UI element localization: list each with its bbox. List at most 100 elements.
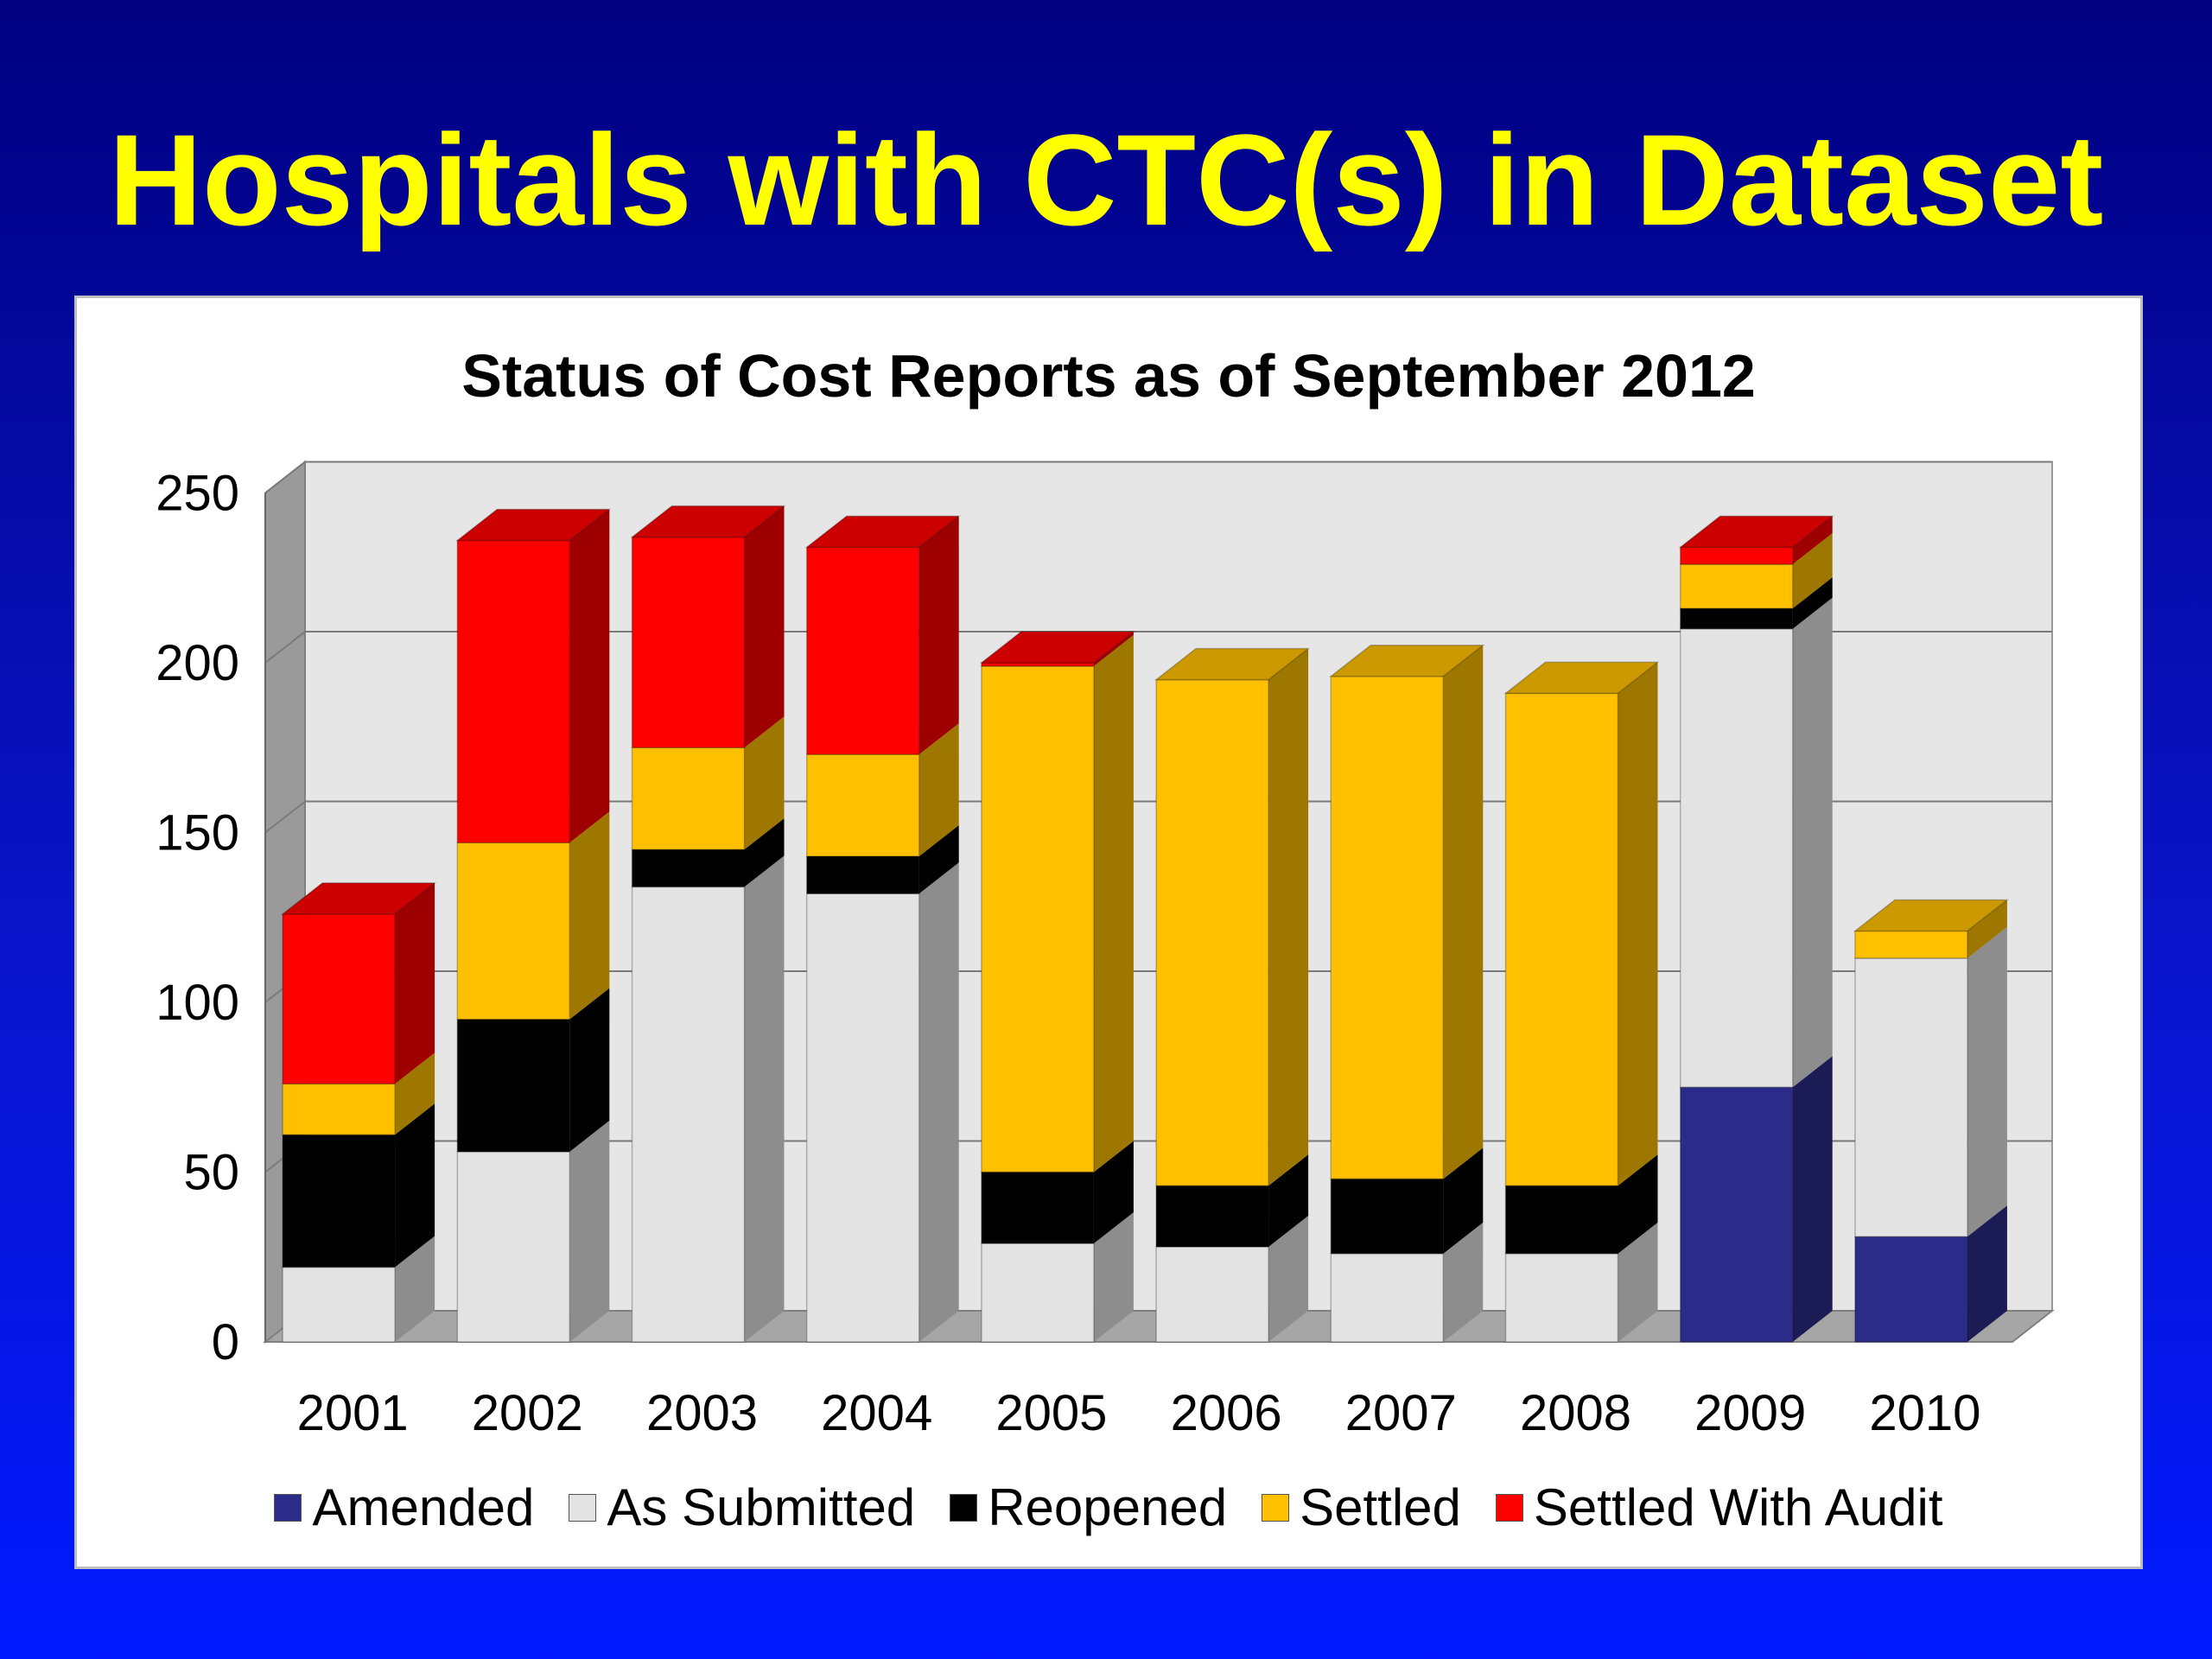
bar-side	[1093, 1212, 1134, 1342]
bar-segment	[805, 855, 920, 894]
gridline-side	[264, 800, 306, 834]
bar-side	[569, 811, 610, 1020]
legend-label: Settled With Audit	[1533, 1478, 1943, 1536]
x-tick-label: 2009	[1694, 1385, 1806, 1441]
legend-swatch	[1262, 1493, 1290, 1522]
bar-side	[1093, 632, 1134, 666]
bar-side	[1618, 1222, 1658, 1342]
bar-segment	[981, 1243, 1095, 1343]
bar-segment	[805, 546, 920, 755]
slide-title: Hospitals with CTC(s) in Dataset	[108, 107, 2104, 252]
bar-segment	[1679, 563, 1794, 609]
bar-side	[1443, 1222, 1484, 1342]
x-tick-label: 2007	[1345, 1385, 1457, 1441]
bar-side	[569, 509, 610, 843]
bar-segment	[1155, 1246, 1269, 1343]
bar-group-2008	[1503, 661, 1660, 1343]
bar-side	[744, 818, 785, 887]
bar-segment	[631, 886, 746, 1343]
chart-title: Status of Cost Reports as of September 2…	[461, 342, 1756, 410]
bar-segment	[1504, 1253, 1619, 1343]
bar-top	[1154, 647, 1311, 681]
bar-side	[918, 516, 959, 755]
bar-segment	[456, 842, 571, 1020]
legend-swatch	[950, 1493, 978, 1522]
bar-side	[1967, 1205, 2007, 1342]
bar-segment	[1854, 957, 1968, 1237]
bar-side	[1618, 662, 1658, 1186]
bar-side	[918, 825, 959, 894]
bar-side	[1268, 1215, 1309, 1342]
bar-segment	[631, 536, 746, 748]
bar-side	[1967, 899, 2007, 958]
bar-segment	[981, 665, 1095, 1173]
x-tick-label: 2003	[646, 1385, 758, 1441]
bar-group-2004	[804, 515, 961, 1343]
bar-top	[1329, 644, 1485, 677]
legend-label: Amended	[312, 1478, 535, 1536]
stacked-bar-chart: 0 50 100 150 200 250 2001 2002 2003 2004 2005 2006 2…	[156, 460, 2055, 1441]
bar-segment	[1854, 930, 1968, 959]
y-tick-label: 100	[156, 975, 239, 1031]
bar-side	[569, 988, 610, 1152]
bar-segment	[805, 753, 920, 857]
bar-group-2010	[1853, 899, 2010, 1343]
y-tick-label: 0	[212, 1314, 239, 1370]
legend-label: Reopened	[988, 1478, 1228, 1536]
legend-swatch	[569, 1493, 597, 1522]
bar-top	[1853, 899, 2010, 932]
bar-side	[1792, 1056, 1833, 1342]
bar-segment	[456, 1151, 571, 1343]
bar-segment	[1155, 678, 1269, 1186]
bar-segment	[282, 1083, 396, 1136]
bar-side	[1093, 634, 1134, 1173]
x-tick-label: 2008	[1520, 1385, 1631, 1441]
chart-legend: Amended As Submitted Reopened Settled Settle…	[77, 1478, 2140, 1537]
bar-group-2003	[630, 505, 786, 1343]
bar-side	[1792, 516, 1833, 565]
bar-segment	[1155, 1185, 1269, 1248]
bar-segment	[1330, 675, 1445, 1180]
bar-segment	[1679, 627, 1794, 1088]
x-tick-label: 2010	[1869, 1385, 1980, 1441]
bar-side	[1268, 1154, 1309, 1247]
bar-side	[1792, 597, 1833, 1088]
bar-side	[1792, 533, 1833, 609]
bar-side	[1268, 648, 1309, 1186]
bar-segment	[1504, 692, 1619, 1186]
bar-segment	[1679, 1086, 1794, 1343]
bar-segment	[981, 1171, 1095, 1244]
bar-segment	[1330, 1253, 1445, 1343]
legend-swatch	[274, 1493, 302, 1522]
bar-side	[395, 1103, 435, 1268]
bar-side	[1443, 1147, 1484, 1254]
bar-side	[744, 505, 785, 748]
bar-side	[395, 1052, 435, 1135]
bar-top	[1678, 515, 1834, 549]
bar-segment	[1679, 546, 1794, 565]
x-tick-label: 2002	[472, 1385, 583, 1441]
y-tick-label: 150	[156, 805, 239, 861]
bar-top	[1503, 661, 1660, 695]
bar-segment	[282, 1266, 396, 1343]
bar-segment	[805, 893, 920, 1343]
x-tick-label: 2005	[995, 1385, 1107, 1441]
bar-side	[744, 716, 785, 850]
bar-segment	[282, 1134, 396, 1268]
bar-top	[630, 505, 786, 538]
legend-label: Settled	[1300, 1478, 1461, 1536]
bar-segment	[1330, 1178, 1445, 1255]
legend-item: Amended	[274, 1478, 534, 1537]
legend-swatch	[1495, 1493, 1523, 1522]
bar-segment	[631, 747, 746, 850]
bar-segment	[282, 913, 396, 1085]
bar-top	[280, 882, 437, 915]
bar-group-2001	[280, 882, 437, 1343]
legend-item: Reopened	[950, 1478, 1227, 1537]
bar-segment	[1854, 1236, 1968, 1343]
y-tick-label: 200	[156, 635, 239, 691]
bar-side	[1618, 1154, 1658, 1254]
bar-group-2005	[979, 631, 1136, 1343]
bar-top	[804, 515, 961, 549]
bar-side	[569, 1120, 610, 1342]
